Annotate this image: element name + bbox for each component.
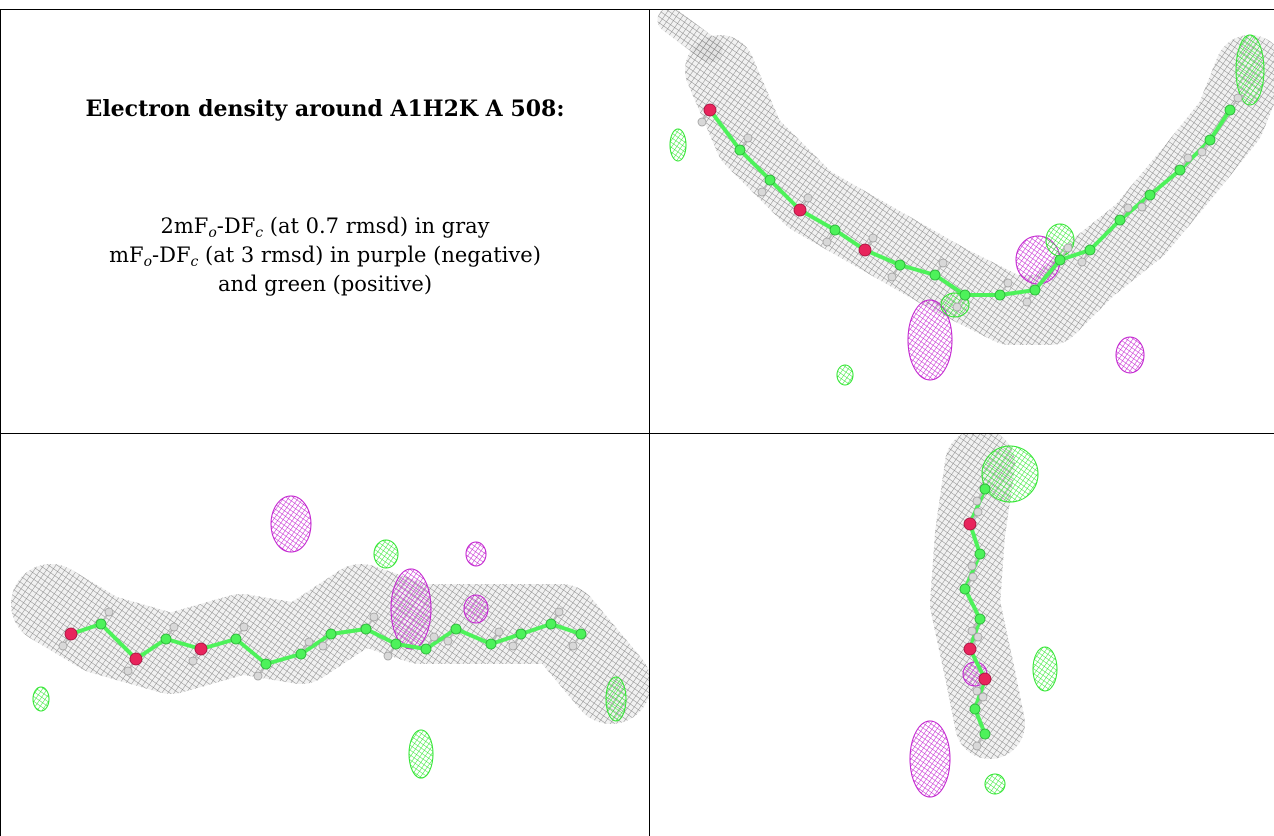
- density-image-1: [657, 10, 1274, 386]
- pos-blob-4: [836, 364, 854, 386]
- density-image-2: [11, 495, 649, 779]
- neg-blob-8: [909, 720, 951, 798]
- mesh-2fofc-1: [685, 35, 1274, 345]
- neg-blob-5: [390, 568, 432, 650]
- pos-blob-10: [981, 445, 1039, 503]
- neg-blob-3: [1115, 336, 1145, 374]
- mesh-fragment-1: [657, 10, 723, 63]
- density-view-bottom-left: [1, 434, 649, 836]
- mesh-2fofc-3: [930, 434, 1025, 759]
- neg-blob-4: [270, 495, 312, 553]
- pos-blob-12: [984, 773, 1006, 795]
- table-middle-border: [0, 433, 1274, 434]
- table-left-border: [0, 9, 1, 836]
- legend-line-positive: and green (positive): [217, 272, 433, 296]
- neg-blob-7: [465, 541, 487, 567]
- table-center-border: [649, 9, 650, 836]
- pos-blob-8: [32, 686, 50, 712]
- caption-legend: 2mFo-DFc (at 0.7 rmsd) in gray mFo-DFc (…: [1, 212, 649, 299]
- pos-blob-11: [1032, 646, 1058, 692]
- caption-title: Electron density around A1H2K A 508:: [85, 96, 565, 122]
- density-view-bottom-right: [650, 434, 1274, 836]
- neg-blob-1: [907, 299, 953, 381]
- pos-blob-7: [605, 676, 627, 722]
- pos-blob-9: [373, 539, 399, 569]
- molecule-1: [697, 93, 1243, 312]
- table-top-border: [0, 9, 1274, 10]
- pos-blob-2: [669, 128, 687, 162]
- neg-blob-6: [463, 594, 489, 624]
- density-image-3: [909, 434, 1058, 798]
- caption-cell: Electron density around A1H2K A 508: 2mF…: [1, 10, 649, 432]
- legend-line-fofc: mFo-DFc (at 3 rmsd) in purple (negative): [109, 243, 541, 270]
- pos-blob-1: [1235, 34, 1265, 106]
- density-view-top-right: [650, 10, 1274, 433]
- molecule-3: [959, 483, 992, 751]
- mesh-2fofc-2: [11, 564, 649, 724]
- pos-blob-6: [408, 729, 434, 779]
- molecule-2: [58, 607, 587, 681]
- legend-line-2fofc: 2mFo-DFc (at 0.7 rmsd) in gray: [160, 214, 490, 241]
